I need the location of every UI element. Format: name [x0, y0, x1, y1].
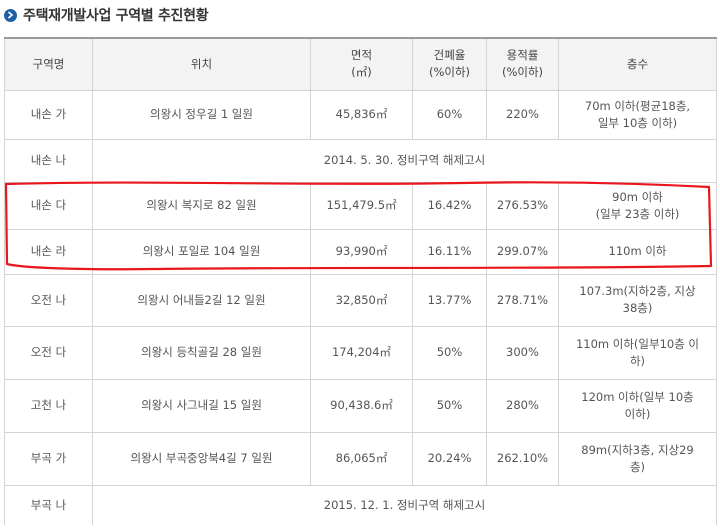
- cell-location: 의왕시 복지로 82 일원: [92, 181, 311, 230]
- cell-location: 의왕시 정우길 1 일원: [92, 89, 311, 140]
- cell-zone: 부곡 나: [4, 484, 93, 525]
- header-area: 면적 (㎡): [310, 37, 413, 91]
- cell-far: 220%: [486, 89, 559, 140]
- page-title: 주택재개발사업 구역별 추진현황: [23, 8, 209, 24]
- cell-floors: 120m 이하(일부 10층 이하): [558, 378, 717, 433]
- cell-location: 의왕시 어내들2길 12 일원: [92, 273, 311, 327]
- table-row: 내손 다 의왕시 복지로 82 일원 151,479.5㎡ 16.42% 276…: [4, 181, 717, 230]
- header-row: 구역명 위치 면적 (㎡) 건폐율 (%이하) 용적률 (%이하) 층수: [4, 37, 717, 91]
- cell-floors: 110m 이하: [558, 228, 717, 275]
- cell-coverage: 50%: [412, 325, 487, 380]
- cell-coverage: 50%: [412, 378, 487, 433]
- cell-floors: 110m 이하(일부10층 이 하): [558, 325, 717, 380]
- cell-zone: 부곡 가: [4, 431, 93, 486]
- cell-far: 280%: [486, 378, 559, 433]
- cell-zone: 고천 나: [4, 378, 93, 433]
- header-floors: 층수: [558, 37, 717, 91]
- cell-coverage: 16.11%: [412, 228, 487, 275]
- cell-location: 의왕시 포일로 104 일원: [92, 228, 311, 275]
- cell-area: 93,990㎡: [310, 228, 413, 275]
- cell-coverage: 16.42%: [412, 181, 487, 230]
- header-zone: 구역명: [4, 37, 93, 91]
- cell-far: 300%: [486, 325, 559, 380]
- cell-coverage: 60%: [412, 89, 487, 140]
- chevron-right-icon: [4, 8, 17, 22]
- cell-floors: 70m 이하(평균18층, 일부 10층 이하): [558, 89, 717, 140]
- cell-zone: 내손 다: [4, 181, 93, 230]
- cell-floors: 89m(지하3층, 지상29 층): [558, 431, 717, 486]
- table-row: 내손 가 의왕시 정우길 1 일원 45,836㎡ 60% 220% 70m 이…: [4, 89, 717, 140]
- cell-location: 의왕시 사그내길 15 일원: [92, 378, 311, 433]
- cell-coverage: 13.77%: [412, 273, 487, 327]
- table-row: 내손 라 의왕시 포일로 104 일원 93,990㎡ 16.11% 299.0…: [4, 228, 717, 275]
- cell-zone: 내손 가: [4, 89, 93, 140]
- cell-location: 의왕시 등칙골길 28 일원: [92, 325, 311, 380]
- cell-floors: 90m 이하 (일부 23층 이하): [558, 181, 717, 230]
- cell-coverage: 20.24%: [412, 431, 487, 486]
- header-coverage: 건폐율 (%이하): [412, 37, 487, 91]
- cell-area: 90,438.6㎡: [310, 378, 413, 433]
- cell-far: 299.07%: [486, 228, 559, 275]
- table-row: 부곡 가 의왕시 부곡중앙북4길 7 일원 86,065㎡ 20.24% 262…: [4, 431, 717, 486]
- cell-area: 32,850㎡: [310, 273, 413, 327]
- cell-floors: 107.3m(지하2층, 지상 38층): [558, 273, 717, 327]
- cell-note: 2014. 5. 30. 정비구역 해제고시: [92, 138, 717, 183]
- table-row: 오전 나 의왕시 어내들2길 12 일원 32,850㎡ 13.77% 278.…: [4, 273, 717, 327]
- cell-far: 276.53%: [486, 181, 559, 230]
- cell-area: 86,065㎡: [310, 431, 413, 486]
- cell-zone: 오전 다: [4, 325, 93, 380]
- cell-zone: 내손 라: [4, 228, 93, 275]
- cell-far: 262.10%: [486, 431, 559, 486]
- table-row: 고천 나 의왕시 사그내길 15 일원 90,438.6㎡ 50% 280% 1…: [4, 378, 717, 433]
- section-title-bar: 주택재개발사업 구역별 추진현황: [4, 4, 209, 26]
- cell-area: 174,204㎡: [310, 325, 413, 380]
- header-location: 위치: [92, 37, 311, 91]
- cell-area: 151,479.5㎡: [310, 181, 413, 230]
- cell-area: 45,836㎡: [310, 89, 413, 140]
- cell-location: 의왕시 부곡중앙북4길 7 일원: [92, 431, 311, 486]
- cell-far: 278.71%: [486, 273, 559, 327]
- redevelopment-status-table: 구역명 위치 면적 (㎡) 건폐율 (%이하) 용적률 (%이하) 층수 내손 가 의…: [4, 37, 717, 525]
- cell-zone: 오전 나: [4, 273, 93, 327]
- cell-zone: 내손 나: [4, 138, 93, 183]
- cell-note: 2015. 12. 1. 정비구역 해제고시: [92, 484, 717, 525]
- table-row: 오전 다 의왕시 등칙골길 28 일원 174,204㎡ 50% 300% 11…: [4, 325, 717, 380]
- table-row: 내손 나 2014. 5. 30. 정비구역 해제고시: [4, 138, 717, 183]
- header-far: 용적률 (%이하): [486, 37, 559, 91]
- table-row: 부곡 나 2015. 12. 1. 정비구역 해제고시: [4, 484, 717, 525]
